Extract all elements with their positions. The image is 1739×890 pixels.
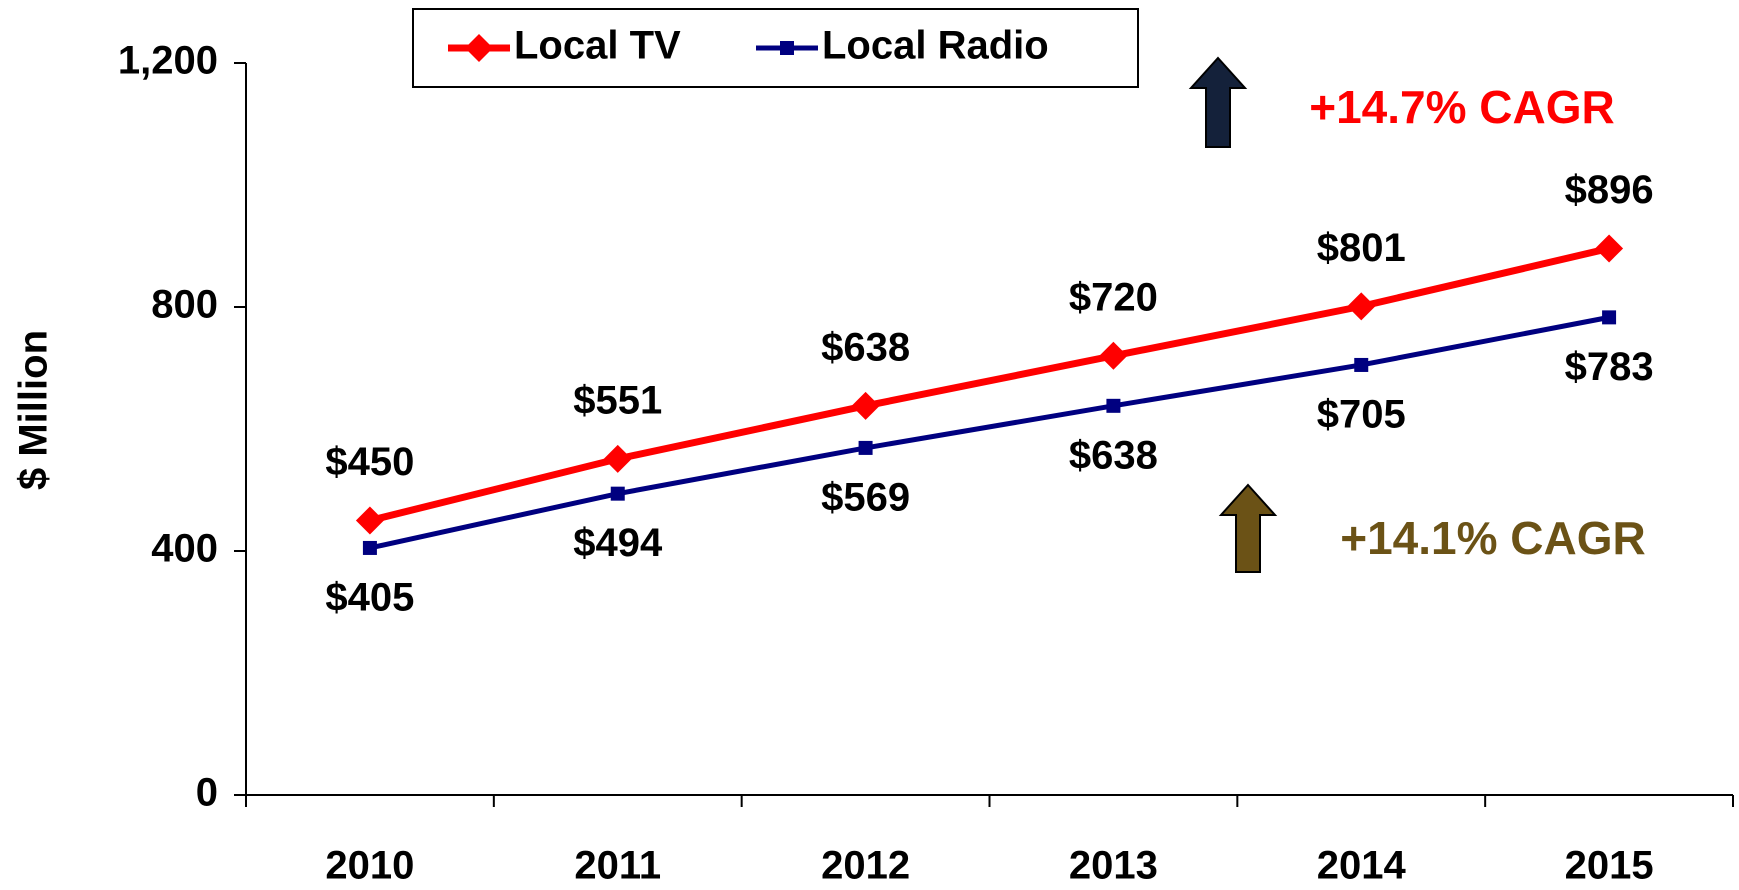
data-label: $450	[325, 440, 414, 484]
point-marker	[355, 506, 384, 535]
point-marker	[610, 486, 625, 501]
point-marker	[603, 444, 632, 473]
series-line	[369, 245, 1610, 524]
data-label: $494	[573, 521, 663, 565]
x-tick-label: 2015	[1565, 844, 1654, 888]
point-marker	[362, 540, 377, 555]
point-marker	[465, 34, 493, 62]
data-label: $720	[1069, 275, 1158, 319]
arrow-up-navy	[1188, 56, 1248, 148]
y-axis-label: $ Million	[12, 330, 56, 490]
data-label: $783	[1565, 345, 1654, 389]
x-tick-label: 2010	[325, 844, 414, 888]
point-marker	[1602, 310, 1617, 325]
data-label: $638	[1069, 433, 1158, 477]
point-marker	[1347, 292, 1376, 321]
point-marker	[1595, 234, 1624, 263]
data-label: $569	[821, 475, 910, 519]
y-tick-label: 0	[196, 771, 218, 815]
point-marker	[858, 440, 873, 455]
data-label: $405	[325, 576, 414, 620]
point-marker	[851, 391, 880, 420]
data-label: $638	[821, 325, 910, 369]
data-label: $896	[1565, 168, 1654, 212]
point-marker	[1106, 398, 1121, 413]
point-marker	[780, 41, 794, 55]
y-tick-label: 800	[151, 283, 218, 327]
x-tick-label: 2014	[1317, 844, 1407, 888]
data-label: $801	[1317, 226, 1406, 270]
point-marker	[1354, 357, 1369, 372]
annotation: +14.7% CAGR	[1309, 81, 1615, 133]
legend-label: Local Radio	[822, 24, 1049, 68]
y-tick-label: 400	[151, 527, 218, 571]
point-marker	[1099, 341, 1128, 370]
arrow-up-brown	[1218, 483, 1278, 573]
x-tick-label: 2013	[1069, 844, 1158, 888]
y-tick-label: 1,200	[118, 39, 218, 83]
data-label: $551	[573, 378, 662, 422]
legend-label: Local TV	[514, 24, 681, 68]
x-tick-label: 2011	[574, 844, 661, 888]
series-line	[369, 314, 1610, 551]
data-label: $705	[1317, 393, 1406, 437]
x-tick-label: 2012	[821, 844, 910, 888]
annotation: +14.1% CAGR	[1340, 512, 1646, 564]
